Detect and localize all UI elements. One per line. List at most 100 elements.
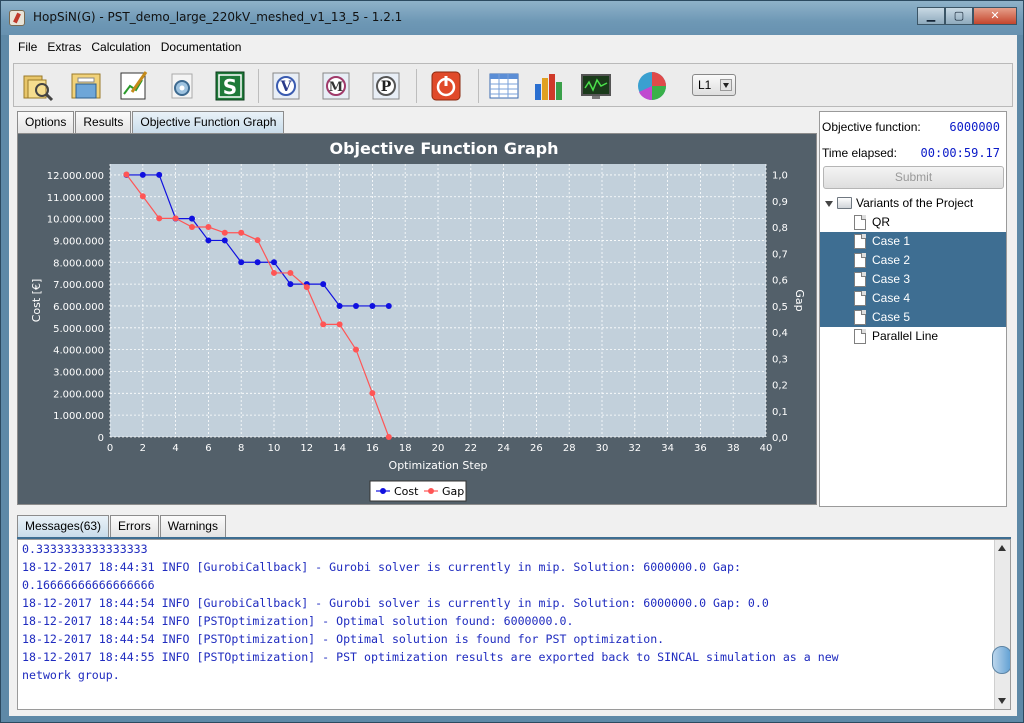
title-bar[interactable]: HopSiN(G) - PST_demo_large_220kV_meshed_…: [1, 1, 1023, 35]
tree-item[interactable]: Case 5: [820, 308, 1006, 327]
tree-item[interactable]: Case 2: [820, 251, 1006, 270]
y-tick-label: 11.000.000: [47, 193, 104, 204]
data-point-gap: [336, 321, 343, 328]
v-icon[interactable]: V: [270, 70, 302, 102]
menu-documentation[interactable]: Documentation: [160, 40, 242, 54]
data-point-gap: [287, 269, 294, 276]
data-point-gap: [221, 229, 228, 236]
power-icon[interactable]: [430, 70, 462, 102]
data-point-cost: [238, 259, 245, 266]
data-point-gap: [123, 171, 130, 178]
tree-item-label: Parallel Line: [872, 329, 939, 343]
toolbar: S V M P: [13, 63, 1013, 107]
data-point-cost: [221, 237, 228, 244]
data-point-cost: [254, 259, 261, 266]
document-icon: [854, 234, 866, 249]
data-point-gap: [271, 269, 277, 276]
document-icon: [854, 272, 866, 287]
s-icon[interactable]: S: [214, 70, 246, 102]
tree-item[interactable]: Case 1: [820, 232, 1006, 251]
log-line: 18-12-2017 18:44:55 INFO [PSTOptimizatio…: [22, 650, 839, 664]
log-lines: 0.3333333333333333 18-12-2017 18:44:31 IN…: [18, 540, 1010, 684]
log-line: 18-12-2017 18:44:31 INFO [GurobiCallback…: [22, 560, 741, 574]
scroll-thumb[interactable]: [992, 646, 1010, 674]
save-icon[interactable]: [70, 70, 102, 102]
menu-file[interactable]: File: [18, 40, 38, 54]
document-icon: [854, 310, 866, 325]
tree-root[interactable]: Variants of the Project: [820, 194, 1006, 213]
x-tick-label: 22: [464, 443, 477, 454]
svg-text:P: P: [381, 79, 392, 95]
y-tick-label: 9.000.000: [53, 236, 104, 247]
x-tick-label: 10: [268, 443, 281, 454]
time-elapsed-value: 00:00:59.17: [920, 146, 1000, 160]
tree-item[interactable]: QR: [820, 213, 1006, 232]
tab-options[interactable]: Options: [17, 111, 75, 133]
maximize-button[interactable]: ▢: [945, 7, 973, 25]
settings-gear-icon[interactable]: [166, 70, 198, 102]
java-app-icon: [9, 10, 25, 26]
tab-results[interactable]: Results: [75, 111, 132, 133]
tab-underline: [17, 537, 1011, 539]
collapse-icon[interactable]: [825, 201, 833, 207]
y-tick-label: 7.000.000: [53, 280, 104, 291]
toolbar-separator: [416, 69, 417, 103]
pie-chart-icon[interactable]: [636, 70, 668, 102]
menu-extras[interactable]: Extras: [47, 40, 82, 54]
y-tick-label: 0: [98, 433, 104, 444]
x-tick-label: 12: [300, 443, 313, 454]
tab-errors[interactable]: Errors: [110, 515, 159, 537]
menu-calculation[interactable]: Calculation: [91, 40, 151, 54]
data-point-cost: [287, 281, 294, 288]
edit-icon[interactable]: [118, 70, 150, 102]
data-point-cost: [336, 302, 343, 309]
x-axis-label: Optimization Step: [389, 459, 488, 472]
data-point-gap: [303, 284, 310, 291]
x-tick-label: 36: [694, 443, 707, 454]
tree-root-label: Variants of the Project: [856, 196, 974, 210]
x-tick-label: 16: [366, 443, 379, 454]
y-tick-label: 12.000.000: [47, 171, 104, 182]
tab-messages[interactable]: Messages(63): [17, 515, 110, 537]
tree-item-label: Case 4: [872, 291, 911, 305]
close-button[interactable]: ✕: [973, 7, 1017, 25]
scroll-up-icon[interactable]: [998, 545, 1006, 551]
tab-objective-function-graph[interactable]: Objective Function Graph: [132, 111, 285, 133]
document-icon: [854, 215, 866, 230]
log-scrollbar[interactable]: [992, 540, 1010, 709]
document-icon: [854, 253, 866, 268]
legend-marker-cost: [380, 488, 386, 494]
minimize-button[interactable]: ▁: [917, 7, 945, 25]
svg-text:M: M: [329, 80, 343, 95]
monitor-icon[interactable]: [580, 70, 612, 102]
tab-warnings[interactable]: Warnings: [159, 515, 226, 537]
submit-button[interactable]: Submit: [823, 166, 1004, 189]
data-point-cost: [271, 259, 277, 266]
chart-title: Objective Function Graph: [329, 139, 558, 158]
tree-item-label: QR: [872, 215, 890, 229]
log-line: network group.: [22, 668, 120, 682]
document-icon: [854, 291, 866, 306]
tree-item[interactable]: Case 4: [820, 289, 1006, 308]
message-log[interactable]: 0.3333333333333333 18-12-2017 18:44:31 IN…: [17, 539, 1011, 710]
content-area: Options Results Objective Function Graph…: [13, 111, 1013, 507]
p-icon[interactable]: P: [370, 70, 402, 102]
y2-axis-label: Gap: [793, 289, 806, 311]
bar-chart-icon[interactable]: [532, 70, 564, 102]
y-axis-label: Cost [€]: [30, 279, 43, 323]
y2-tick-label: 0,3: [772, 354, 788, 365]
y-tick-label: 1.000.000: [53, 411, 104, 422]
x-tick-label: 32: [628, 443, 641, 454]
y2-tick-label: 0,0: [772, 433, 788, 444]
tree-item-label: Case 2: [872, 253, 911, 267]
tree-item[interactable]: Parallel Line: [820, 327, 1006, 346]
table-icon[interactable]: [488, 70, 520, 102]
tree-item[interactable]: Case 3: [820, 270, 1006, 289]
layer-dropdown[interactable]: L1: [692, 74, 736, 96]
scroll-down-icon[interactable]: [998, 698, 1006, 704]
tree-item-label: Case 5: [872, 310, 911, 324]
data-point-gap: [238, 229, 245, 236]
m-icon[interactable]: M: [320, 70, 352, 102]
open-folder-icon[interactable]: [22, 70, 54, 102]
x-tick-label: 6: [205, 443, 211, 454]
